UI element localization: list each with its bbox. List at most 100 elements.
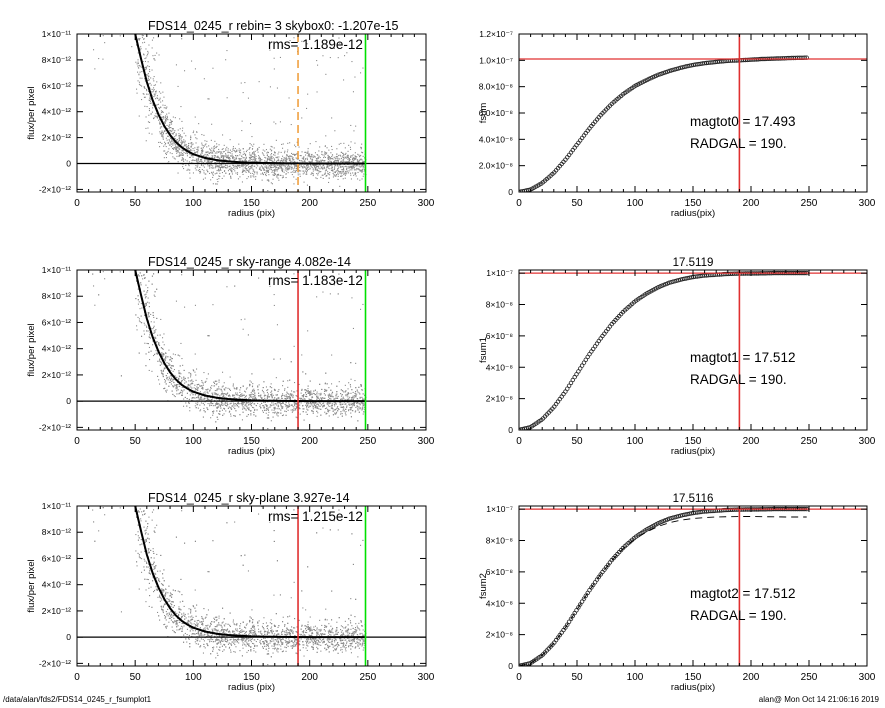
scatter-point <box>352 158 354 160</box>
scatter-point <box>126 250 127 251</box>
scatter-point <box>226 156 228 158</box>
scatter-point <box>261 159 263 161</box>
scatter-point <box>307 152 309 154</box>
scatter-point <box>362 175 364 177</box>
rms-annotation: rms= 1.189e-12 <box>268 37 363 52</box>
scatter-point <box>129 251 130 252</box>
scatter-point <box>231 162 233 164</box>
scatter-point <box>190 142 192 144</box>
scatter-point <box>317 172 319 174</box>
scatter-point <box>273 172 275 174</box>
scatter-point <box>303 156 305 158</box>
scatter-point <box>164 144 166 146</box>
scatter-point <box>134 13 135 14</box>
scatter-point <box>121 188 122 189</box>
scatter-point <box>358 154 360 156</box>
scatter-point <box>319 171 321 173</box>
scatter-point <box>228 159 230 161</box>
scatter-point <box>142 31 143 32</box>
scatter-point <box>102 157 103 158</box>
scatter-point <box>104 222 105 223</box>
scatter-point <box>166 106 168 108</box>
scatter-point <box>324 151 326 153</box>
scatter-point <box>178 137 180 139</box>
scatter-point <box>337 158 339 160</box>
scatter-point <box>313 393 315 395</box>
scatter-point <box>138 73 140 75</box>
scatter-point <box>127 208 128 209</box>
scatter-point <box>342 160 344 162</box>
scatter-point <box>148 99 150 101</box>
scatter-point <box>348 144 350 146</box>
scatter-point <box>237 165 239 167</box>
scatter-point <box>339 154 341 156</box>
scatter-point <box>299 160 301 162</box>
scatter-point <box>273 174 275 176</box>
scatter-point <box>316 154 318 156</box>
scatter-point <box>194 68 196 70</box>
scatter-point <box>147 52 149 54</box>
scatter-point <box>236 149 238 151</box>
scatter-point <box>197 157 199 159</box>
scatter-point <box>139 308 141 310</box>
scatter-point <box>155 91 157 93</box>
scatter-point <box>312 410 314 412</box>
scatter-point <box>340 166 342 168</box>
scatter-point <box>174 158 176 160</box>
scatter-point <box>322 55 324 57</box>
scatter-point <box>183 168 185 170</box>
scatter-point <box>131 211 132 212</box>
scatter-point <box>176 150 178 152</box>
scatter-point <box>212 165 214 167</box>
scatter-point <box>209 148 211 150</box>
scatter-point <box>148 315 150 317</box>
scatter-point <box>306 184 308 186</box>
scatter-point <box>334 130 336 132</box>
scatter-point <box>296 161 298 163</box>
scatter-point <box>136 44 138 46</box>
scatter-point <box>173 141 175 143</box>
scatter-point <box>137 62 139 64</box>
scatter-point <box>96 234 97 235</box>
scatter-point <box>189 177 191 179</box>
scatter-point <box>303 170 305 172</box>
scatter-point <box>362 168 364 170</box>
scatter-point <box>204 173 206 175</box>
scatter-point <box>93 193 94 194</box>
scatter-point <box>139 21 140 22</box>
scatter-point <box>245 388 247 390</box>
scatter-point <box>328 411 330 413</box>
scatter-point <box>153 96 155 98</box>
scatter-point <box>250 154 252 156</box>
scatter-point <box>271 158 273 160</box>
scatter-point <box>144 27 145 28</box>
scatter-point <box>165 119 167 121</box>
scatter-point <box>101 230 102 231</box>
scatter-point <box>117 23 118 24</box>
scatter-point <box>191 162 193 164</box>
scatter-point <box>302 157 304 159</box>
scatter-point <box>216 143 218 145</box>
scatter-point <box>270 182 272 184</box>
scatter-point <box>165 107 167 109</box>
scatter-point <box>109 4 110 5</box>
scatter-point <box>212 395 214 397</box>
scatter-point <box>203 372 205 374</box>
scatter-point <box>155 104 157 106</box>
scatter-point <box>309 164 311 166</box>
scatter-point <box>339 164 341 166</box>
scatter-point <box>224 159 226 161</box>
scatter-point <box>253 152 255 154</box>
scatter-point <box>277 173 279 175</box>
scatter-point <box>213 154 215 156</box>
scatter-point <box>288 158 290 160</box>
scatter-point <box>353 157 355 159</box>
scatter-point <box>287 405 289 407</box>
scatter-point <box>309 143 311 145</box>
scatter-point <box>135 171 136 172</box>
scatter-point <box>238 164 240 166</box>
scatter-point <box>139 13 140 14</box>
scatter-point <box>233 149 235 151</box>
scatter-point <box>164 104 166 106</box>
scatter-point <box>334 174 336 176</box>
